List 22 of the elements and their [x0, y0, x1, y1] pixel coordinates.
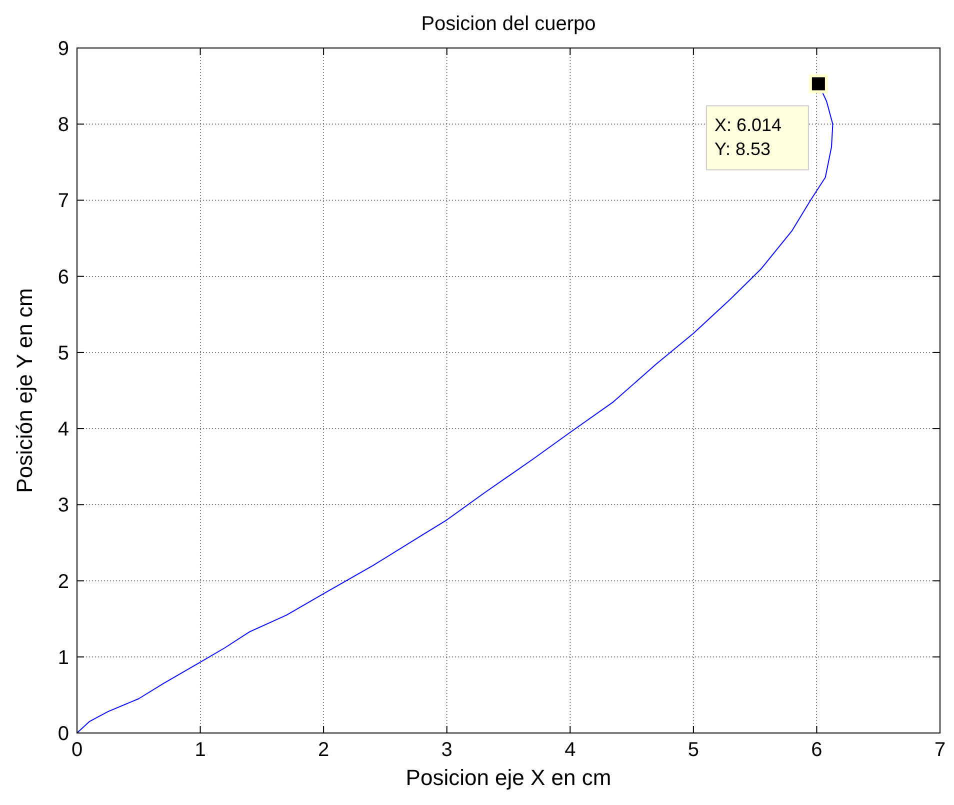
y-tick-label: 3 — [58, 494, 69, 517]
x-axis-title: Posicion eje X en cm — [406, 765, 612, 790]
y-tick-label: 5 — [58, 342, 69, 364]
x-tick-label: 4 — [564, 739, 576, 761]
y-tick-label: 1 — [58, 646, 69, 669]
y-tick-label: 9 — [58, 38, 69, 60]
x-tick-label: 1 — [194, 739, 206, 761]
y-tick-label: 2 — [58, 570, 69, 593]
y-tick-label: 4 — [58, 418, 69, 441]
y-tick-label: 6 — [58, 266, 69, 288]
y-tick-label: 8 — [58, 114, 69, 136]
x-tick-label: 2 — [318, 739, 330, 761]
x-tick-label: 6 — [811, 739, 822, 761]
chart-title: Posicion del cuerpo — [421, 13, 596, 35]
y-axis-title: Posición eje Y en cm — [12, 288, 37, 493]
x-tick-label: 7 — [934, 739, 946, 761]
x-tick-label: 3 — [441, 739, 452, 761]
y-tick-label: 7 — [58, 190, 69, 212]
x-tick-label: 0 — [71, 739, 83, 761]
y-tick-label: 0 — [58, 723, 69, 745]
annotation: X: 6.014 Y: 8.53 — [714, 114, 782, 159]
x-tick-label: 5 — [688, 739, 699, 761]
